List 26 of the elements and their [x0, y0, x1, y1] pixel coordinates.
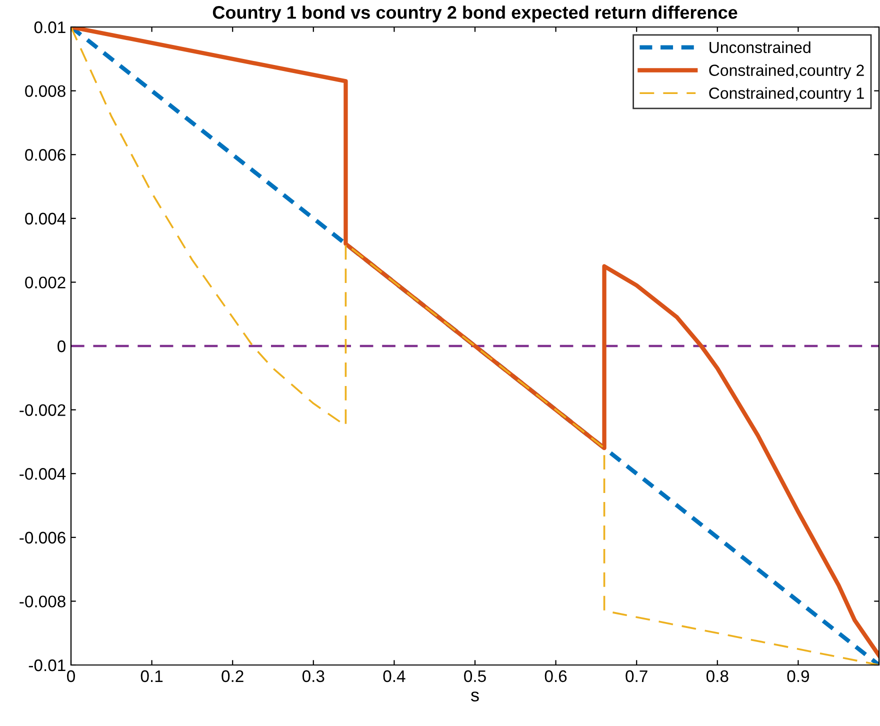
legend-label: Unconstrained: [710, 41, 810, 54]
x-tick-label: 0.7: [626, 670, 648, 682]
x-tick-label: 0.6: [544, 670, 567, 682]
x-tick-label: 0: [67, 670, 75, 682]
y-tick-label: 0: [58, 340, 66, 352]
y-tick-label: -0.008: [20, 596, 66, 608]
x-tick-label: 0.2: [222, 670, 244, 682]
x-tick-label: 0.5: [464, 670, 486, 682]
x-tick-label: 0.3: [302, 670, 324, 682]
x-tick-label: 0.1: [140, 670, 163, 682]
legend-label: Constrained,country 1: [709, 87, 864, 102]
x-tick-label: 0.9: [787, 670, 809, 682]
y-tick-label: 0.008: [25, 85, 66, 98]
y-tick-label: 0.002: [25, 276, 66, 288]
x-tick-label: 0.4: [383, 670, 406, 682]
y-tick-label: 0.006: [25, 149, 66, 161]
y-tick-label: -0.004: [20, 468, 66, 480]
x-tick-label: 0.8: [706, 670, 728, 682]
x-axis-title: s: [470, 692, 479, 702]
y-tick-label: -0.002: [20, 404, 66, 416]
y-tick-label: 0.01: [34, 21, 66, 34]
y-tick-label: -0.006: [20, 532, 66, 544]
legend-label: Constrained,country 2: [709, 64, 864, 80]
y-tick-label: 0.004: [25, 212, 66, 225]
chart-title: Country 1 bond vs country 2 bond expected return difference: [212, 6, 738, 22]
y-tick-label: -0.01: [28, 659, 66, 672]
